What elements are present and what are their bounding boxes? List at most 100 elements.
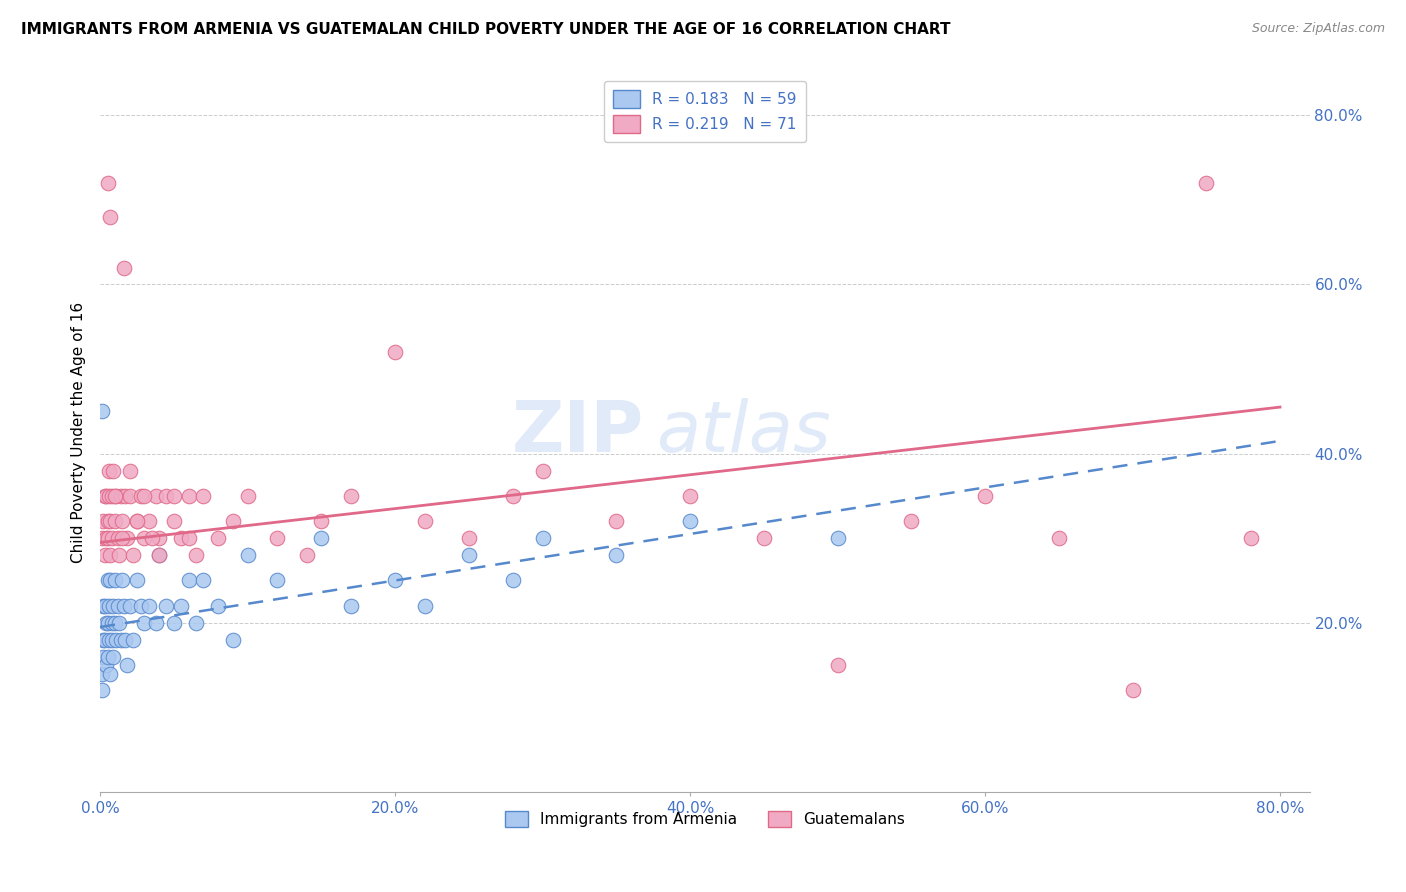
Point <box>104 489 127 503</box>
Point <box>98 599 121 613</box>
Point <box>111 514 134 528</box>
Point <box>98 464 121 478</box>
Point <box>125 574 148 588</box>
Point <box>118 489 141 503</box>
Point <box>115 658 138 673</box>
Point <box>101 632 124 647</box>
Point <box>114 632 136 647</box>
Point <box>177 489 200 503</box>
Point <box>679 514 702 528</box>
Point <box>974 489 997 503</box>
Point <box>93 599 115 613</box>
Point <box>531 464 554 478</box>
Y-axis label: Child Poverty Under the Age of 16: Child Poverty Under the Age of 16 <box>72 301 86 563</box>
Point <box>125 514 148 528</box>
Point <box>91 649 114 664</box>
Point <box>222 514 245 528</box>
Point <box>112 260 135 275</box>
Point <box>384 345 406 359</box>
Point <box>96 574 118 588</box>
Point <box>145 615 167 630</box>
Point <box>100 210 122 224</box>
Point <box>207 531 229 545</box>
Point <box>96 649 118 664</box>
Point <box>502 489 524 503</box>
Point <box>91 599 114 613</box>
Point <box>384 574 406 588</box>
Point <box>502 574 524 588</box>
Point <box>163 514 186 528</box>
Point <box>827 658 849 673</box>
Point <box>222 632 245 647</box>
Point <box>96 176 118 190</box>
Point <box>100 574 122 588</box>
Point <box>107 599 129 613</box>
Point <box>125 514 148 528</box>
Point <box>679 489 702 503</box>
Point <box>96 615 118 630</box>
Point <box>100 548 122 562</box>
Point <box>90 683 112 698</box>
Point <box>131 599 153 613</box>
Point <box>111 574 134 588</box>
Point <box>110 489 132 503</box>
Point <box>101 489 124 503</box>
Text: Source: ZipAtlas.com: Source: ZipAtlas.com <box>1251 22 1385 36</box>
Point <box>98 489 121 503</box>
Point <box>94 658 117 673</box>
Point <box>112 599 135 613</box>
Point <box>134 489 156 503</box>
Point <box>138 599 160 613</box>
Point <box>107 531 129 545</box>
Point <box>311 514 333 528</box>
Point <box>177 531 200 545</box>
Point <box>1122 683 1144 698</box>
Point <box>193 574 215 588</box>
Point <box>104 615 127 630</box>
Point <box>96 514 118 528</box>
Point <box>104 514 127 528</box>
Point <box>531 531 554 545</box>
Point <box>163 615 186 630</box>
Point <box>90 666 112 681</box>
Point <box>1047 531 1070 545</box>
Point <box>236 489 259 503</box>
Point <box>94 615 117 630</box>
Point <box>457 548 479 562</box>
Point <box>121 632 143 647</box>
Point <box>110 632 132 647</box>
Point <box>98 632 121 647</box>
Point <box>90 404 112 418</box>
Point <box>605 548 627 562</box>
Point <box>134 531 156 545</box>
Point <box>148 548 170 562</box>
Point <box>138 514 160 528</box>
Point <box>184 615 207 630</box>
Point <box>115 531 138 545</box>
Point <box>827 531 849 545</box>
Point <box>141 531 163 545</box>
Point <box>111 531 134 545</box>
Point <box>236 548 259 562</box>
Point <box>155 489 177 503</box>
Point <box>900 514 922 528</box>
Point <box>131 489 153 503</box>
Point <box>96 531 118 545</box>
Point <box>91 514 114 528</box>
Point <box>121 548 143 562</box>
Point <box>148 548 170 562</box>
Point <box>413 514 436 528</box>
Point <box>193 489 215 503</box>
Point <box>311 531 333 545</box>
Point <box>118 464 141 478</box>
Point <box>266 531 288 545</box>
Point <box>163 489 186 503</box>
Point <box>1239 531 1261 545</box>
Point <box>340 489 363 503</box>
Point <box>295 548 318 562</box>
Point <box>114 489 136 503</box>
Point <box>94 531 117 545</box>
Point <box>91 632 114 647</box>
Point <box>93 548 115 562</box>
Point <box>93 489 115 503</box>
